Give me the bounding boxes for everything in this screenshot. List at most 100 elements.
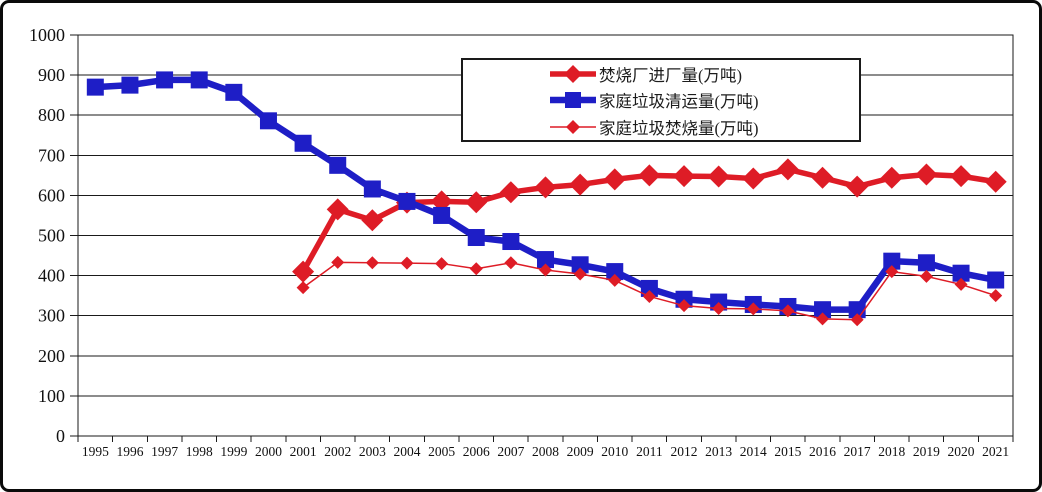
data-point-household-waste-incineration: [573, 267, 587, 281]
data-point-incinerator-plant-intake: [915, 163, 938, 186]
x-axis-tick-label: 2009: [567, 444, 594, 459]
data-point-household-waste-collection: [363, 180, 381, 198]
x-axis-tick-label: 1999: [220, 444, 247, 459]
x-axis-tick-label: 2001: [290, 444, 317, 459]
data-point-household-waste-incineration: [989, 289, 1003, 303]
y-axis-labels: 0 100 200 300 400 500 600 700 800 900 1000: [29, 25, 65, 446]
y-axis-tick-label: 900: [38, 65, 65, 85]
data-point-household-waste-incineration: [781, 304, 795, 318]
data-point-household-waste-incineration: [539, 263, 552, 277]
x-axis-tick-label: 2018: [878, 444, 905, 459]
x-axis-tick-label: 2006: [463, 444, 490, 459]
data-point-household-waste-incineration: [435, 257, 449, 271]
data-point-incinerator-plant-intake: [534, 176, 557, 199]
data-point-household-waste-incineration: [712, 301, 726, 315]
data-point-household-waste-collection: [433, 206, 451, 224]
x-axis-tick-label: 2010: [601, 444, 628, 459]
data-point-household-waste-collection: [987, 271, 1005, 289]
x-axis-tick-label: 2005: [428, 444, 455, 459]
data-point-household-waste-incineration: [816, 312, 830, 326]
data-point-incinerator-plant-intake: [292, 260, 315, 283]
series-household-waste-incineration: [296, 255, 1003, 327]
data-point-household-waste-incineration: [365, 256, 379, 270]
x-axis-tick-label: 2011: [636, 444, 663, 459]
data-point-incinerator-plant-intake: [361, 209, 384, 232]
y-axis-tick-label: 500: [38, 226, 65, 246]
data-point-household-waste-collection: [952, 264, 970, 282]
y-axis-tick-label: 800: [38, 105, 65, 125]
data-point-household-waste-collection: [537, 251, 554, 269]
x-axis-tick-label: 1995: [82, 444, 109, 459]
legend-item-household-waste-incineration: 家庭垃圾焚烧量(万吨): [549, 114, 859, 140]
y-axis-tick-label: 100: [38, 386, 65, 406]
data-point-household-waste-collection: [883, 252, 901, 270]
x-axis-tick-label: 2016: [809, 444, 836, 459]
data-point-household-waste-collection: [156, 71, 174, 89]
legend-marker-red-thick-diamond-icon: [550, 64, 596, 83]
x-axis-tick-label: 1996: [116, 444, 143, 459]
y-axis-tick-label: 1000: [29, 25, 65, 45]
x-axis-tick-label: 2014: [740, 444, 767, 459]
data-point-incinerator-plant-intake: [984, 170, 1007, 193]
data-point-household-waste-collection: [190, 71, 208, 89]
x-axis-labels: 1995 1996 1997 1998 1999 2000 2001 2002 2003 2004…: [82, 444, 1009, 459]
y-axis-tick-label: 0: [56, 426, 65, 446]
series-household-waste-collection: [86, 71, 1005, 319]
data-point-household-waste-incineration: [504, 256, 518, 270]
data-point-household-waste-incineration: [677, 299, 691, 313]
y-axis-tick-label: 200: [38, 346, 65, 366]
x-axis-tick-label: 2017: [844, 444, 871, 459]
data-point-household-waste-collection: [398, 192, 416, 210]
data-point-incinerator-plant-intake: [638, 164, 661, 187]
y-axis-tick-label: 400: [38, 266, 65, 286]
data-point-household-waste-collection: [502, 233, 520, 251]
y-axis-tick-label: 300: [38, 306, 65, 326]
data-point-incinerator-plant-intake: [569, 173, 592, 196]
legend-item-incinerator-plant-intake: 焚烧厂进厂量(万吨): [549, 61, 859, 87]
data-point-incinerator-plant-intake: [673, 165, 696, 188]
x-axis-tick-label: 1998: [186, 444, 213, 459]
data-point-household-waste-incineration: [746, 302, 760, 316]
data-point-incinerator-plant-intake: [603, 168, 626, 191]
legend-label-household-waste-incineration: 家庭垃圾焚烧量(万吨): [599, 118, 759, 138]
data-point-household-waste-incineration: [919, 269, 933, 283]
x-axis-tick-label: 2019: [913, 444, 940, 459]
x-axis-tick-label: 2007: [497, 444, 524, 459]
x-axis-tick-label: 2004: [393, 444, 420, 459]
data-point-household-waste-collection: [571, 256, 589, 274]
data-point-household-waste-incineration: [954, 277, 968, 291]
data-point-incinerator-plant-intake: [880, 166, 903, 189]
data-point-household-waste-collection: [917, 254, 935, 272]
legend: 焚烧厂进厂量(万吨) 家庭垃圾清运量(万吨) 家庭垃圾焚烧量(万吨): [461, 58, 861, 142]
x-axis-tick-label: 2012: [671, 444, 698, 459]
x-axis-tick-label: 2015: [774, 444, 801, 459]
x-axis-tick-label: 2008: [532, 444, 559, 459]
x-axis-tick-label: 2002: [324, 444, 351, 459]
data-point-household-waste-collection: [606, 263, 624, 281]
data-point-incinerator-plant-intake: [776, 158, 799, 181]
data-point-household-waste-collection: [467, 229, 485, 247]
data-point-incinerator-plant-intake: [499, 181, 522, 204]
data-point-household-waste-collection: [640, 279, 658, 297]
data-point-household-waste-collection: [86, 78, 104, 96]
legend-marker-red-thin-diamond-icon: [550, 119, 596, 134]
legend-label-incinerator-plant-intake: 焚烧厂进厂量(万吨): [599, 65, 742, 85]
data-point-household-waste-collection: [225, 83, 243, 101]
y-axis-tick-label: 700: [38, 145, 65, 165]
y-axis-tick-label: 600: [38, 185, 65, 205]
legend-label-household-waste-collection: 家庭垃圾清运量(万吨): [599, 92, 759, 111]
x-axis-tick-label: 2021: [982, 444, 1009, 459]
x-axis-tick-label: 1997: [151, 444, 178, 459]
x-axis-tick-label: 2020: [948, 444, 975, 459]
data-point-incinerator-plant-intake: [326, 198, 349, 221]
data-point-household-waste-incineration: [331, 255, 345, 269]
legend-marker-blue-square-icon: [550, 92, 596, 108]
data-point-household-waste-collection: [294, 134, 312, 152]
data-point-incinerator-plant-intake: [950, 165, 973, 188]
legend-item-household-waste-collection: 家庭垃圾清运量(万吨): [549, 87, 859, 113]
data-point-household-waste-collection: [259, 112, 277, 130]
data-point-household-waste-incineration: [642, 289, 656, 303]
data-point-household-waste-incineration: [608, 273, 622, 287]
data-point-household-waste-incineration: [469, 262, 483, 276]
